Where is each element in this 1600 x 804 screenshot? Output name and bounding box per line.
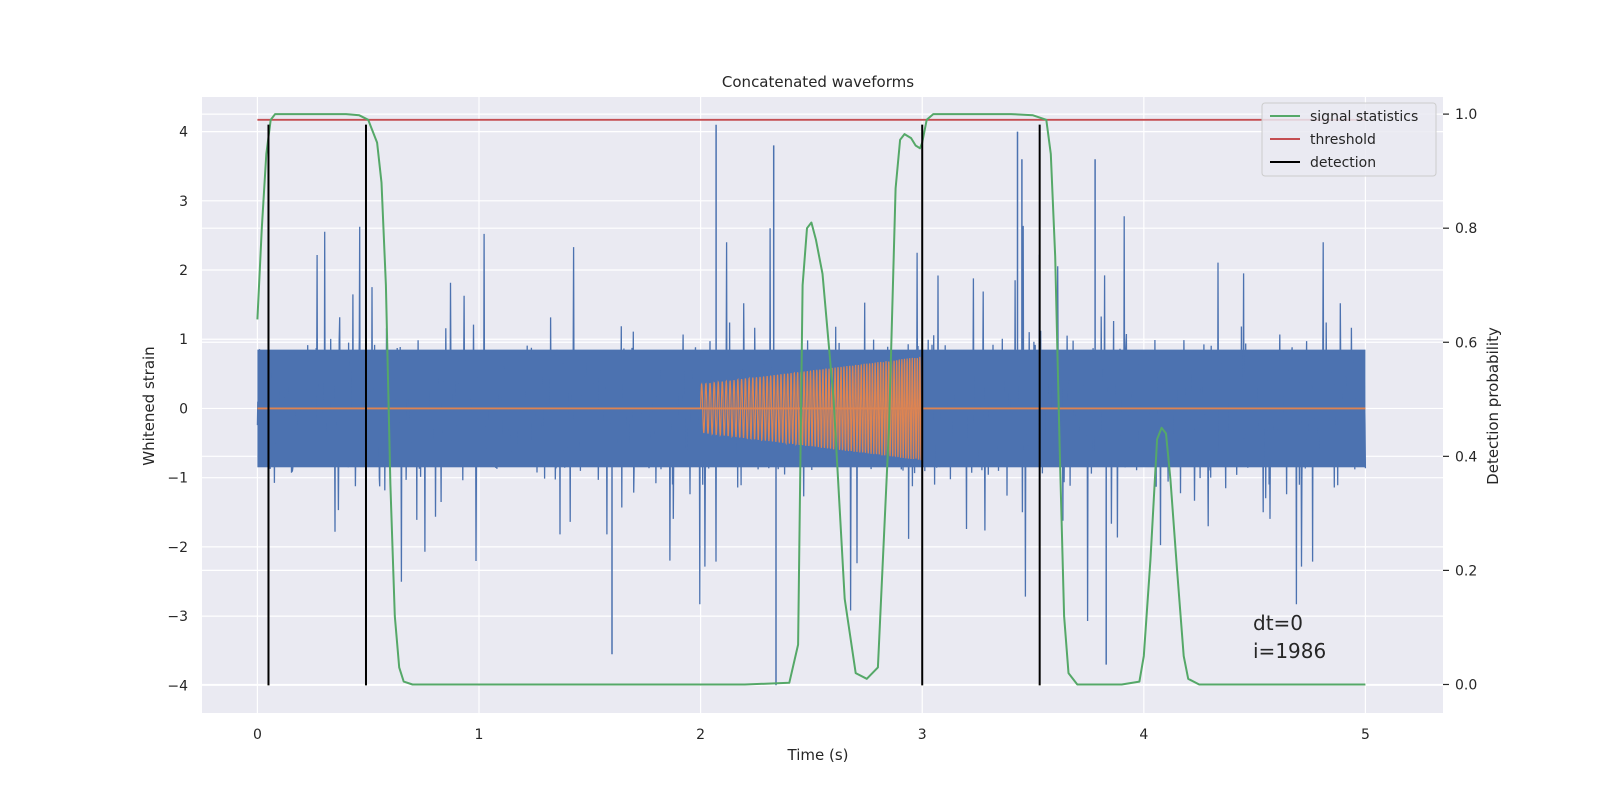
annotation-dt: dt=0 [1253,611,1303,635]
y-tick-label: −4 [167,678,188,694]
y-axis-label: Whitened strain [140,346,158,465]
y-tick-label: 1 [179,332,188,348]
y2-tick-label: 0.4 [1455,449,1477,465]
y-axis-ticks: −4 −3 −2 −1 0 1 2 3 4 [167,125,188,695]
y-tick-label: 3 [179,194,188,210]
injection-line [700,356,923,461]
legend: signal statistics threshold detection [1261,102,1437,177]
x-axis-label: Time (s) [787,746,849,764]
x-axis-ticks: 0 1 2 3 4 5 [253,727,1370,743]
y2-tick-label: 0.6 [1455,335,1477,351]
injection-series [257,356,1366,461]
detection-series [267,124,1041,686]
chart-title: Concatenated waveforms [722,73,914,91]
x-tick-label: 0 [253,727,262,743]
y2-axis-ticks: 0.0 0.2 0.4 0.6 0.8 1.0 [1443,107,1477,693]
x-tick-label: 2 [696,727,705,743]
y2-axis-label: Detection probability [1484,327,1502,485]
y-tick-label: −1 [167,471,188,487]
annotation: dt=0 i=1986 [1253,611,1326,663]
y2-tick-label: 0.0 [1455,677,1477,693]
x-tick-label: 1 [475,727,484,743]
legend-label-detection: detection [1310,155,1376,171]
y-tick-label: 4 [179,125,188,141]
signal-statistics-line [256,113,1366,686]
y-tick-label: 2 [179,263,188,279]
signal-statistics-series [256,113,1366,686]
annotation-i: i=1986 [1253,639,1326,663]
legend-frame [1261,102,1437,177]
x-tick-label: 4 [1139,727,1148,743]
y-tick-label: −3 [167,609,188,625]
y-tick-label: 0 [179,401,188,417]
x-tick-label: 3 [918,727,927,743]
y-tick-label: −2 [167,540,188,556]
legend-label-threshold: threshold [1310,132,1376,148]
y2-tick-label: 1.0 [1455,107,1477,123]
y2-tick-label: 0.2 [1455,563,1477,579]
legend-label-signal-statistics: signal statistics [1310,109,1418,125]
y2-tick-label: 0.8 [1455,221,1477,237]
x-tick-label: 5 [1361,727,1370,743]
